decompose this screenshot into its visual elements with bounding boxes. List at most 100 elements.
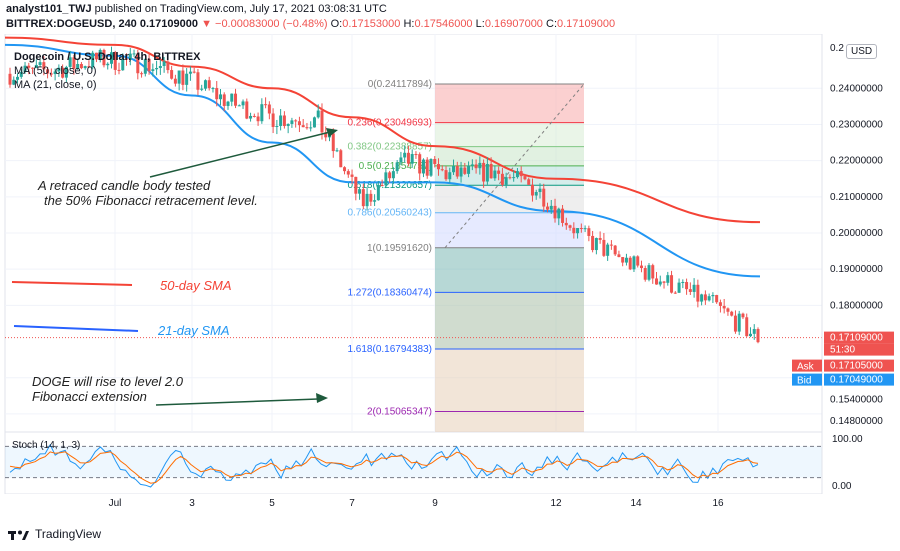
candle-body	[737, 313, 741, 332]
candle-body	[177, 70, 181, 84]
candle-body	[42, 62, 46, 70]
candle-body	[271, 113, 275, 127]
candle-body	[19, 71, 23, 77]
fib-level-label: 1(0.19591620)	[367, 243, 432, 254]
published-text: published on TradingView.com, July 17, 2…	[94, 3, 387, 15]
publisher-name[interactable]: analyst101_TWJ	[6, 3, 92, 15]
candle-body	[651, 265, 655, 279]
fib-level-label: 1.618(0.16794383)	[347, 344, 432, 355]
stochastic-pane[interactable]: 100.00 0.00 Stoch (14, 1, 3)	[0, 432, 900, 494]
candle-body	[384, 172, 388, 186]
candle-body	[188, 71, 192, 74]
candle-body	[639, 265, 643, 269]
candle-body	[715, 295, 719, 303]
candle-body	[568, 225, 572, 228]
candle-body	[440, 169, 444, 171]
fibonacci-tool[interactable]: 0(0.24117894) 0.236(0.23049693) 0.382(0.22…	[347, 79, 585, 432]
candle-body	[264, 104, 268, 106]
time-tick-label: Jul	[108, 498, 122, 509]
candle-body	[527, 179, 531, 185]
candle-body	[756, 329, 760, 343]
candle-body	[324, 132, 328, 138]
ohlc-o: O:0.17153000	[330, 18, 401, 30]
candle-body	[234, 93, 238, 106]
fib-level-label: 0.382(0.22388857)	[347, 142, 432, 153]
indicator-legend[interactable]: Dogecoin / U.S. Dollar, 4h, BITTREX MA (…	[14, 50, 200, 92]
candle-body	[196, 72, 200, 90]
candle-body	[215, 88, 219, 100]
current-price-badge: 0.17109000	[830, 333, 883, 344]
candle-body	[170, 70, 174, 79]
tradingview-logo[interactable]: TradingView	[8, 527, 101, 541]
price-tick-label: 0.22000000	[830, 156, 883, 167]
candle-body	[181, 70, 185, 85]
candle-body	[143, 58, 147, 74]
candle-body	[46, 69, 50, 74]
candle-body	[339, 150, 343, 168]
retrace-arrowhead	[326, 128, 338, 137]
candle-body	[606, 244, 610, 256]
candle-body	[429, 158, 433, 176]
candle-body	[109, 52, 113, 64]
price-tick-label: 0.23000000	[830, 119, 883, 130]
candle-body	[602, 239, 606, 256]
candle-body	[155, 67, 159, 70]
candle-body	[312, 117, 316, 128]
candle-body	[147, 58, 151, 71]
candle-body	[512, 177, 516, 179]
candle-body	[534, 192, 538, 196]
candle-body	[470, 164, 474, 166]
price-axis[interactable]: 0.24000000 0.23000000 0.22000000 0.21000000…	[792, 34, 894, 432]
currency-badge[interactable]: USD	[846, 44, 878, 59]
candle-body	[666, 275, 670, 283]
time-tick-label: 14	[630, 498, 642, 509]
candle-body	[598, 238, 602, 240]
symbol[interactable]: BITTREX:DOGEUSD, 240	[6, 18, 137, 30]
candle-body	[218, 94, 222, 100]
bid-price-bg	[824, 373, 894, 386]
candle-body	[72, 57, 76, 69]
candle-body	[380, 184, 384, 186]
candle-body	[61, 67, 65, 78]
candle-body	[444, 170, 448, 180]
sma50-line	[4, 36, 761, 224]
candle-body	[361, 189, 365, 207]
candle-body	[572, 227, 576, 234]
candle-body	[113, 52, 117, 70]
candle-body	[31, 67, 35, 69]
candle-body	[76, 64, 80, 69]
candle-body	[553, 205, 557, 219]
doge-note-line1: DOGE will rise to level 2.0	[32, 374, 184, 389]
candle-body	[297, 121, 301, 126]
candle-body	[748, 333, 752, 337]
candle-body	[388, 172, 392, 179]
candle-body	[125, 58, 129, 60]
candle-body	[414, 154, 418, 156]
doge-arrowhead	[316, 393, 328, 403]
candle-body	[38, 62, 42, 65]
candle-body	[373, 200, 377, 202]
candle-body	[406, 152, 410, 164]
time-tick-label: 7	[349, 498, 355, 509]
candle-body	[576, 228, 580, 234]
candle-body	[241, 101, 245, 106]
fib-zone-band	[435, 247, 584, 293]
sma50-legend-line	[11, 281, 133, 286]
time-axis[interactable]: Jul 3 5 7 9 12 14 16	[0, 494, 900, 516]
price-chart[interactable]: 0(0.24117894) 0.236(0.23049693) 0.382(0.22…	[0, 34, 900, 432]
candle-body	[290, 120, 294, 124]
candle-body	[358, 189, 362, 194]
candle-body	[27, 65, 31, 68]
ohlc-high-value: 0.17546000	[414, 18, 473, 30]
candle-body	[222, 94, 226, 106]
candle-body	[309, 127, 313, 129]
candle-body	[557, 208, 561, 219]
candle-body	[662, 281, 666, 283]
candle-body	[305, 127, 309, 129]
time-tick-label: 16	[712, 498, 724, 509]
doge-note-line2: Fibonacci extension	[32, 389, 147, 404]
fib-zone-band	[435, 411, 584, 432]
candle-body	[508, 177, 512, 179]
candle-body	[34, 64, 38, 68]
candle-body	[564, 222, 568, 226]
